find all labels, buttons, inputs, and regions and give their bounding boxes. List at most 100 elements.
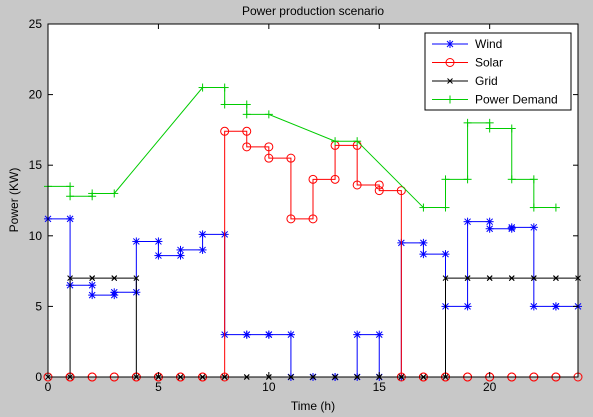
legend-swatch-marker	[445, 58, 455, 67]
data-point	[66, 182, 75, 191]
data-point	[507, 223, 516, 232]
legend-entry: Solar	[432, 56, 503, 70]
data-point	[242, 100, 251, 109]
chart-title: Power production scenario	[242, 4, 384, 18]
y-axis-label: Power (KW)	[7, 168, 21, 233]
data-point	[419, 250, 428, 259]
legend-entry: Grid	[432, 74, 498, 88]
data-point	[485, 124, 494, 133]
data-point	[242, 142, 252, 152]
data-point	[154, 237, 163, 246]
data-point	[176, 245, 185, 254]
data-point	[198, 83, 207, 92]
data-point	[530, 275, 537, 282]
data-point	[374, 186, 384, 196]
data-point	[529, 223, 538, 232]
data-point	[507, 124, 516, 133]
data-point	[220, 100, 229, 109]
data-point	[110, 288, 119, 297]
data-point	[264, 153, 274, 163]
data-point	[198, 230, 207, 239]
y-tick-label: 20	[29, 88, 43, 102]
data-point	[330, 174, 340, 184]
data-point	[264, 330, 273, 339]
data-point	[463, 302, 472, 311]
data-point	[154, 251, 163, 260]
data-point	[396, 186, 406, 196]
data-point	[286, 214, 296, 224]
data-point	[529, 203, 538, 212]
legend-swatch-marker	[447, 78, 453, 84]
data-point	[352, 180, 362, 190]
legend-label: Grid	[475, 74, 498, 88]
data-point	[220, 83, 229, 92]
data-point	[507, 175, 516, 184]
data-point	[441, 250, 450, 259]
data-point	[220, 126, 230, 136]
data-point	[66, 192, 75, 201]
x-axis-label: Time (h)	[291, 399, 335, 413]
data-point	[553, 275, 559, 282]
data-point	[374, 180, 384, 190]
series-power-demand	[44, 83, 560, 212]
data-point	[264, 142, 274, 152]
data-point	[463, 175, 472, 184]
x-tick-label: 10	[262, 380, 276, 394]
x-tick-label: 0	[45, 380, 52, 394]
data-point	[419, 238, 428, 247]
data-point	[88, 281, 97, 290]
y-tick-label: 5	[35, 299, 42, 313]
x-tick-label: 5	[155, 380, 162, 394]
data-point	[110, 189, 119, 198]
legend: Wind Solar Grid Power Demand	[424, 32, 572, 111]
data-point	[485, 224, 494, 233]
legend-label: Wind	[475, 37, 502, 51]
data-point	[242, 110, 251, 119]
legend-label: Solar	[475, 56, 503, 70]
data-point	[242, 330, 251, 339]
data-point	[485, 217, 494, 226]
data-point	[463, 217, 472, 226]
plot-frame	[47, 23, 579, 378]
data-point	[464, 275, 471, 282]
data-point	[242, 126, 252, 136]
legend-swatch-marker	[446, 95, 454, 104]
ticks-layer: 0 5 10 15 20 0 5 10 15 20 25	[29, 17, 578, 394]
data-point	[66, 214, 75, 223]
data-point	[286, 330, 295, 339]
legend-swatch-marker	[446, 40, 454, 48]
data-point	[508, 275, 515, 282]
legend-box	[424, 32, 572, 111]
data-point	[88, 291, 97, 300]
data-point	[133, 275, 140, 282]
data-point	[264, 110, 273, 119]
data-point	[441, 203, 450, 212]
data-point	[132, 237, 141, 246]
data-point	[198, 245, 207, 254]
legend-label: Power Demand	[475, 93, 558, 107]
data-point	[551, 203, 560, 212]
data-point	[353, 137, 362, 146]
data-point	[375, 330, 384, 339]
data-point	[486, 275, 493, 282]
data-point	[111, 275, 118, 282]
legend-entry: Power Demand	[432, 93, 558, 107]
data-point	[353, 330, 362, 339]
legend-entry: Wind	[432, 37, 502, 51]
data-point	[67, 275, 73, 282]
data-point	[89, 275, 96, 282]
y-tick-label: 15	[29, 158, 43, 172]
y-tick-label: 10	[29, 229, 43, 243]
data-point	[463, 118, 472, 127]
y-tick-label: 25	[29, 17, 43, 31]
data-point	[529, 175, 538, 184]
data-point	[331, 137, 340, 146]
x-tick-label: 20	[483, 380, 497, 394]
x-tick-label: 15	[373, 380, 387, 394]
data-point	[551, 302, 560, 311]
data-point	[441, 175, 450, 184]
data-point	[419, 203, 428, 212]
y-tick-label: 0	[35, 370, 42, 384]
data-point	[529, 302, 538, 311]
